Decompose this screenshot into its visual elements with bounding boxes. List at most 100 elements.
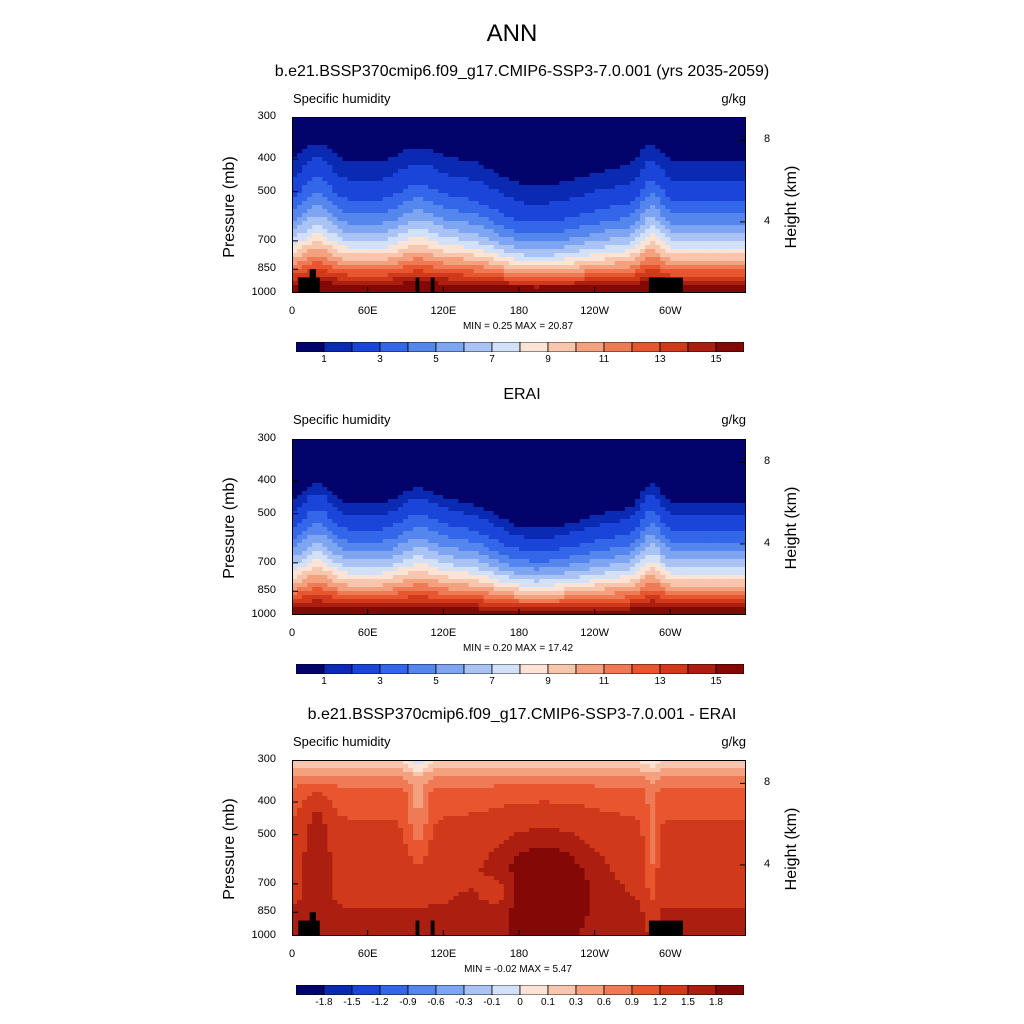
colorbar-label: 11 (598, 676, 610, 687)
x-tick-label: 120E (430, 627, 457, 639)
x-tick-label: 60W (659, 305, 682, 317)
colorbar-label: -0.9 (399, 997, 417, 1008)
colorbar-swatch (491, 342, 521, 352)
colorbar-swatch (435, 664, 465, 674)
x-tick-label: 120W (580, 627, 610, 639)
colorbar-label: 1 (321, 354, 327, 365)
x-tick-label: 60E (357, 305, 378, 317)
colorbar-label: 11 (598, 354, 610, 365)
colorbar-label: -0.6 (427, 997, 445, 1008)
y-tick-label: 300 (257, 432, 276, 444)
colorbar (296, 342, 744, 352)
height-tick-label: 8 (764, 133, 771, 146)
y-tick-label: 700 (257, 555, 276, 568)
units-label: g/kg (721, 91, 746, 106)
terrain-mask (648, 277, 683, 293)
colorbar-label: 15 (710, 676, 722, 687)
colorbar-label: 0.9 (625, 997, 639, 1008)
height-tick-label: 4 (764, 214, 771, 227)
y-tick-label: 700 (257, 233, 276, 246)
min-max-label: MIN = -0.02 MAX = 5.47 (464, 964, 572, 975)
variable-label: Specific humidity (293, 91, 391, 106)
x-tick-label: 180 (509, 627, 529, 639)
colorbar-label: -1.2 (371, 997, 389, 1008)
colorbar-swatch (407, 664, 437, 674)
colorbar-swatch (351, 342, 381, 352)
colorbar-swatch (519, 342, 549, 352)
colorbar-label: 13 (654, 354, 666, 365)
colorbar-swatch (659, 342, 689, 352)
colorbar-swatch (379, 342, 409, 352)
terrain-mask (430, 920, 435, 936)
y-axis-right-title: Height (km) (783, 165, 800, 249)
colorbar-swatch (379, 664, 409, 674)
colorbar-swatch (715, 985, 744, 995)
colorbar-label: 5 (433, 354, 439, 365)
y-axis-title: Pressure (mb) (221, 156, 238, 258)
x-tick-label: 180 (509, 305, 529, 317)
y-tick-label: 1000 (251, 286, 276, 298)
x-tick-label: 0 (288, 305, 296, 317)
humidity-difference-plot (292, 760, 746, 936)
colorbar-swatch (603, 664, 633, 674)
variable-label: Specific humidity (293, 734, 391, 749)
colorbar-label: 0.6 (597, 997, 611, 1008)
x-tick-label: 60W (659, 948, 682, 960)
colorbar-label: 0 (517, 997, 523, 1008)
colorbar-swatch (323, 342, 353, 352)
y-axis-title: Pressure (mb) (221, 798, 238, 900)
y-tick-label: 1000 (251, 608, 276, 620)
colorbar-swatch (379, 985, 409, 995)
y-tick-label: 500 (257, 506, 276, 519)
min-max-label: MIN = 0.20 MAX = 17.42 (462, 643, 574, 654)
x-tick-label: 0 (288, 627, 296, 639)
colorbar-swatch (435, 985, 465, 995)
colorbar-swatch (603, 985, 633, 995)
units-label: g/kg (721, 412, 746, 427)
colorbar-label: 0.3 (569, 997, 583, 1008)
colorbar-swatch (659, 985, 689, 995)
humidity-field-plot (292, 439, 746, 615)
colorbar-swatch (603, 342, 633, 352)
colorbar-swatch (296, 985, 325, 995)
colorbar-label: 7 (489, 354, 495, 365)
y-tick-label: 500 (257, 827, 276, 840)
terrain-mask (415, 277, 420, 293)
terrain-mask (430, 277, 435, 293)
panel-title: ERAI (503, 386, 541, 403)
colorbar-label: 1.5 (681, 997, 695, 1008)
min-max-label: MIN = 0.25 MAX = 20.87 (462, 321, 574, 332)
x-tick-label: 180 (509, 948, 529, 960)
terrain-mask (415, 920, 420, 936)
colorbar-swatch (631, 342, 661, 352)
colorbar-swatch (296, 664, 325, 674)
colorbar-swatch (463, 342, 493, 352)
colorbar-swatch (463, 664, 493, 674)
colorbar-swatch (407, 985, 437, 995)
terrain-mask (648, 920, 683, 936)
colorbar-swatch (463, 985, 493, 995)
humidity-field-plot (292, 117, 746, 293)
colorbar-swatch (323, 664, 353, 674)
colorbar-swatch (323, 985, 353, 995)
colorbar-swatch (547, 664, 577, 674)
y-tick-label: 300 (257, 110, 276, 122)
colorbar-swatch (407, 342, 437, 352)
y-tick-label: 500 (257, 184, 276, 197)
y-tick-label: 400 (257, 152, 276, 165)
colorbar-swatch (351, 664, 381, 674)
terrain-mask (309, 912, 316, 921)
panel-title: b.e21.BSSP370cmip6.f09_g17.CMIP6-SSP3-7.… (307, 706, 737, 723)
colorbar-label: 13 (654, 676, 666, 687)
y-tick-label: 400 (257, 474, 276, 487)
height-tick-label: 4 (764, 857, 771, 870)
colorbar-swatch (715, 342, 744, 352)
colorbar-label: 1.8 (709, 997, 723, 1008)
page-title: ANN (486, 20, 538, 47)
colorbar-swatch (547, 342, 577, 352)
colorbar (296, 985, 744, 995)
colorbar-swatch (631, 985, 661, 995)
terrain-mask (309, 269, 316, 278)
colorbar-label: -1.5 (343, 997, 361, 1008)
field-cells (292, 760, 746, 936)
